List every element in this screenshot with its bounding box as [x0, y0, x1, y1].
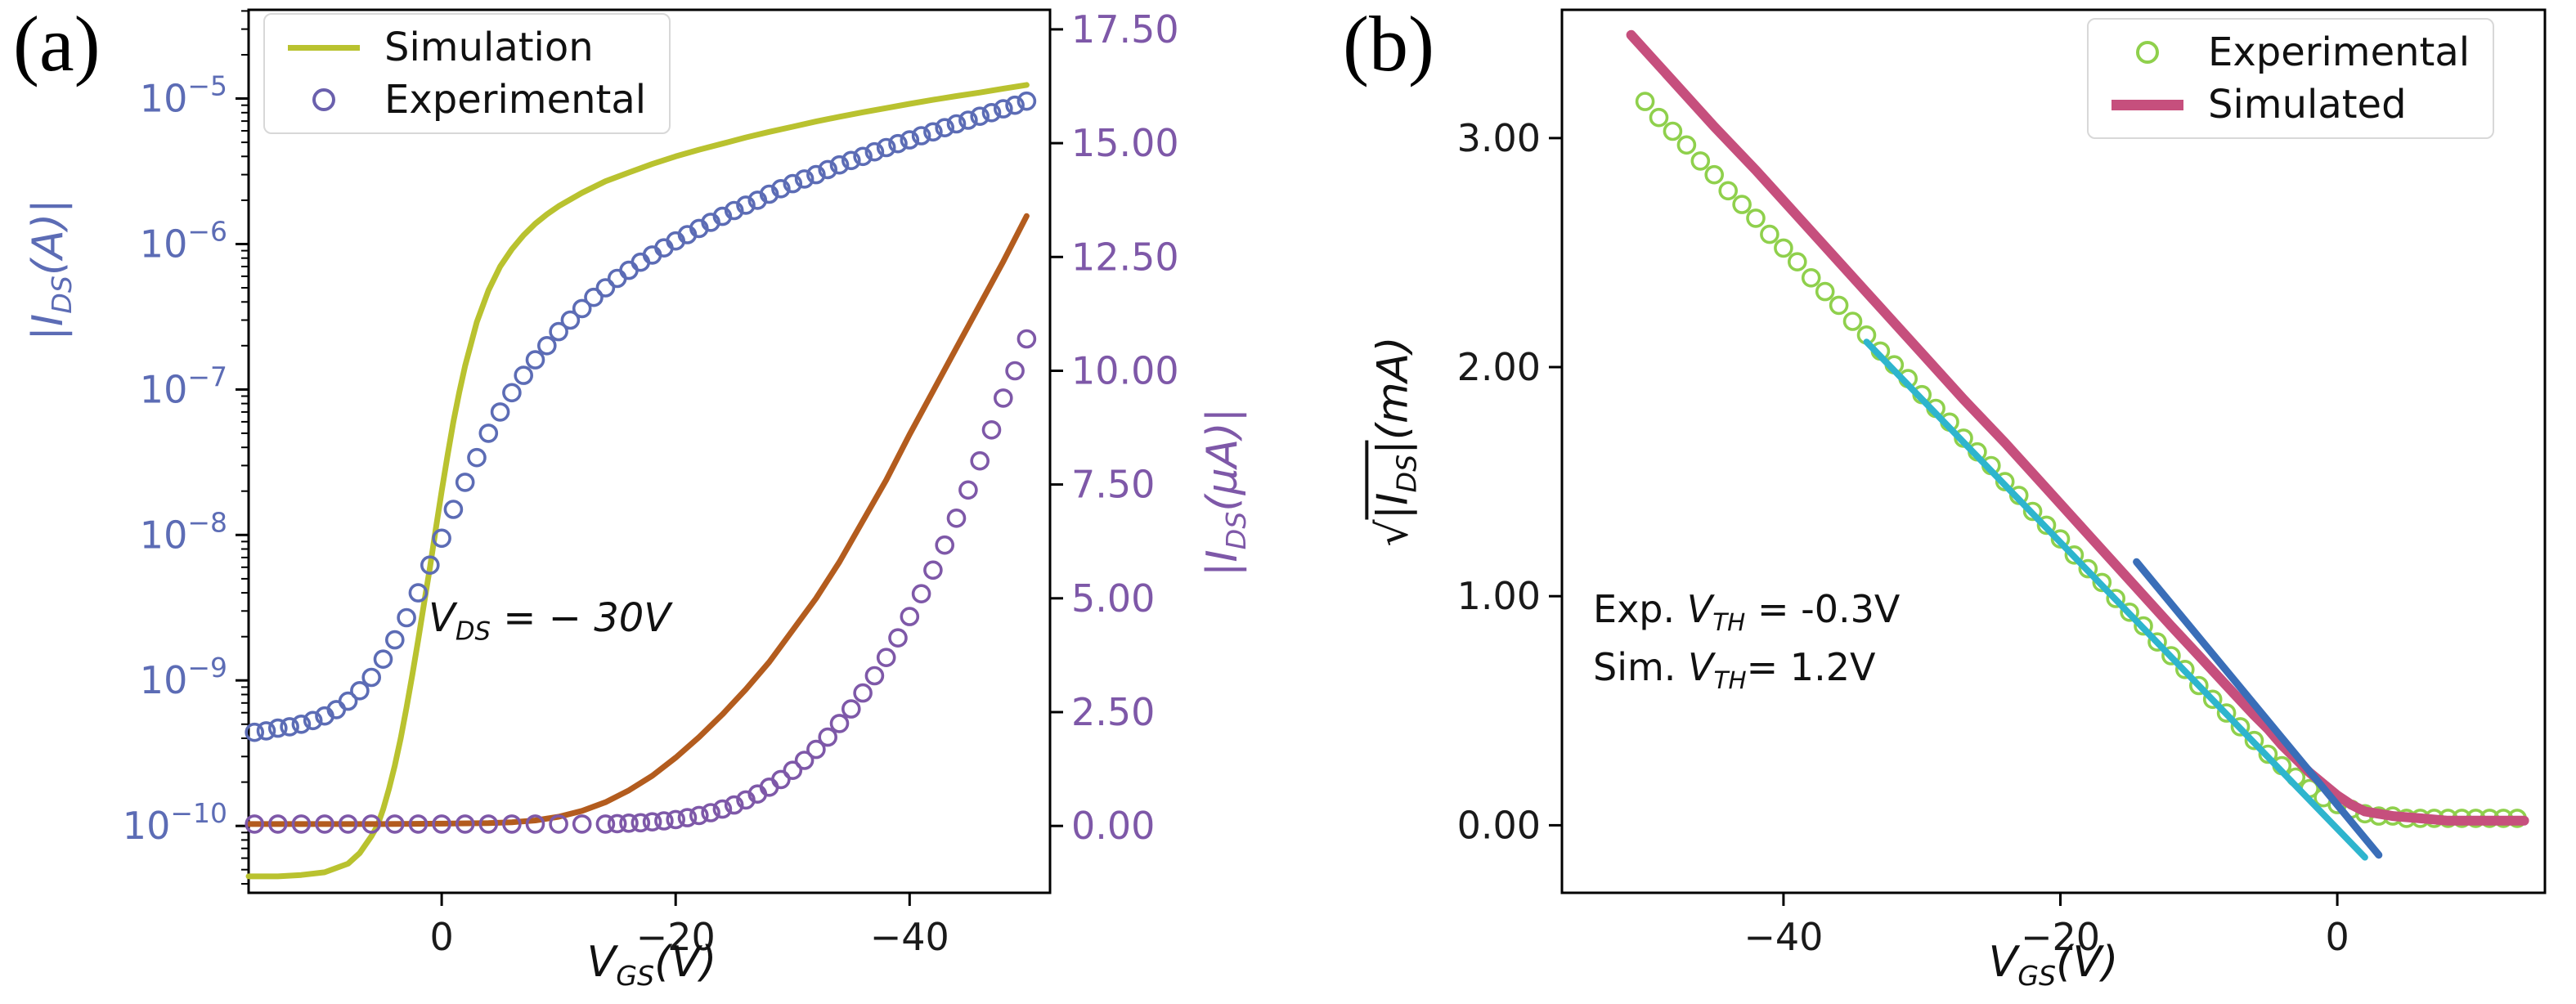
vth-exp-var: V: [1686, 587, 1713, 631]
ylabel-b-text: |I: [1368, 492, 1418, 520]
vth-sim-prefix: Sim.: [1593, 644, 1689, 689]
vth-annotation: Exp. VTH = -0.3V Sim. VTH= 1.2V: [1593, 582, 1900, 698]
panel-label-b: (b): [1343, 0, 1434, 87]
y-axis-label-b: √|IDS|(mA): [1365, 336, 1423, 547]
xlabel-b-text: V: [1988, 937, 2018, 987]
legend-label: Experimental: [384, 77, 647, 123]
svg-text:0: 0: [2325, 915, 2349, 959]
legend-circle-marker: [288, 88, 360, 111]
vth-annotation-sim: Sim. VTH= 1.2V: [1593, 640, 1900, 698]
ylabel-left-a-sub: DS: [46, 276, 79, 314]
series-experimental-sqrt: [1635, 92, 2527, 828]
transfer-curves-a: 0 −20 −40 10−5 10−6 10−7 10−8 10−9 10−10 17.50 15.…: [123, 7, 1179, 959]
svg-text:10−5: 10−5: [140, 70, 227, 121]
vth-sim-var: V: [1688, 644, 1714, 689]
series-sim-fit-line: [2133, 558, 2383, 859]
svg-text:−40: −40: [1744, 915, 1823, 959]
svg-text:−20: −20: [2021, 915, 2100, 959]
svg-text:2.50: 2.50: [1071, 690, 1155, 734]
legend-item: Experimental: [2112, 29, 2470, 75]
ylabel-left-a-text: |I: [23, 313, 73, 341]
vds-annotation: VDS = − 30V: [429, 595, 671, 647]
y-axis-left-ticks: 10−5 10−6 10−7 10−8 10−9 10−10: [123, 10, 249, 885]
svg-text:15.00: 15.00: [1071, 121, 1179, 165]
svg-text:2.00: 2.00: [1457, 345, 1541, 389]
legend-line-marker: [288, 44, 360, 51]
svg-text:7.50: 7.50: [1071, 463, 1155, 507]
svg-text:10−7: 10−7: [140, 361, 227, 411]
series-experimental-log: [245, 91, 1037, 742]
x-axis-ticks: −40 −20 0: [1744, 893, 2349, 959]
x-axis-ticks: 0 −20 −40: [429, 893, 949, 959]
ylabel-right-a-sub: DS: [1220, 511, 1253, 550]
sqrt-symbol: √: [1368, 519, 1418, 547]
xlabel-b-sub: GS: [2017, 960, 2057, 993]
vds-annotation-sub: DS: [455, 616, 491, 647]
series-experimental-linear: [245, 329, 1037, 834]
legend-item: Simulated: [2112, 82, 2470, 128]
xlabel-a-text: V: [586, 937, 617, 987]
svg-text:0: 0: [429, 915, 453, 959]
vth-exp-value: = -0.3V: [1745, 587, 1901, 631]
vds-annotation-var: V: [429, 595, 456, 641]
ylabel-right-a-post: (μA)|: [1197, 407, 1247, 512]
ylabel-b-bar-post: |: [1368, 440, 1418, 455]
x-axis-label-b: VGS(V): [1989, 938, 2119, 992]
y-axis-left-ticks: 3.00 2.00 1.00 0.00: [1457, 116, 1562, 847]
svg-text:12.50: 12.50: [1071, 235, 1179, 279]
series-simulated-sqrt: [1626, 29, 2529, 826]
svg-text:10−9: 10−9: [140, 652, 227, 702]
y-axis-label-left-a: |IDS(A)|: [24, 199, 78, 340]
y-axis-right-ticks: 17.50 15.00 12.50 10.00 7.50 5.00 2.50 0.00: [1050, 7, 1179, 848]
legend-label: Experimental: [2208, 29, 2471, 75]
svg-text:1.00: 1.00: [1457, 574, 1541, 618]
ylabel-left-a-post: (A)|: [23, 199, 73, 276]
ylabel-right-a-text: |I: [1197, 549, 1247, 577]
legend-line-marker: [2112, 99, 2183, 110]
svg-text:3.00: 3.00: [1457, 116, 1541, 160]
vds-annotation-value: = − 30V: [491, 595, 671, 641]
vth-exp-prefix: Exp.: [1593, 587, 1687, 631]
series-exp-fit-line: [1863, 338, 2368, 861]
svg-text:10−6: 10−6: [140, 216, 227, 267]
legend-circle-marker: [2112, 41, 2183, 64]
svg-text:−40: −40: [870, 915, 949, 959]
sqrt-transfer-b: −40 −20 0 3.00 2.00 1.00 0.00: [1457, 8, 2547, 959]
vth-annotation-exp: Exp. VTH = -0.3V: [1593, 582, 1900, 640]
vth-exp-sub: TH: [1712, 608, 1746, 637]
vth-sim-sub: TH: [1713, 666, 1747, 695]
legend-item: Experimental: [288, 77, 646, 123]
y-axis-label-right-a: |IDS(μA)|: [1198, 408, 1252, 576]
series-simulation-log: [245, 82, 1030, 880]
xlabel-a-post: (V): [654, 937, 717, 987]
svg-text:10.00: 10.00: [1071, 349, 1179, 393]
ylabel-b-sub: DS: [1390, 454, 1423, 493]
panel-label-a: (a): [13, 0, 101, 87]
svg-text:17.50: 17.50: [1071, 7, 1179, 52]
sqrt-overline-group: |IDS|: [1365, 440, 1423, 520]
plot-border: [247, 8, 1052, 894]
svg-text:0.00: 0.00: [1457, 803, 1541, 847]
svg-text:−20: −20: [636, 915, 716, 959]
legend-a: Simulation Experimental: [263, 13, 671, 134]
x-axis-label-a: VGS(V): [587, 938, 717, 992]
plot-border: [1560, 8, 2547, 894]
legend-label: Simulated: [2208, 82, 2407, 128]
ylabel-b-post: (mA): [1368, 336, 1418, 441]
series-simulation-linear: [245, 213, 1030, 827]
svg-text:10−10: 10−10: [123, 797, 227, 848]
xlabel-b-post: (V): [2056, 937, 2119, 987]
legend-label: Simulation: [384, 25, 594, 70]
svg-text:5.00: 5.00: [1071, 576, 1155, 621]
vth-sim-value: = 1.2V: [1746, 644, 1876, 689]
svg-text:10−8: 10−8: [140, 506, 227, 557]
legend-item: Simulation: [288, 25, 646, 70]
legend-b: Experimental Simulated: [2087, 18, 2495, 139]
svg-text:0.00: 0.00: [1071, 804, 1155, 848]
xlabel-a-sub: GS: [616, 960, 655, 993]
